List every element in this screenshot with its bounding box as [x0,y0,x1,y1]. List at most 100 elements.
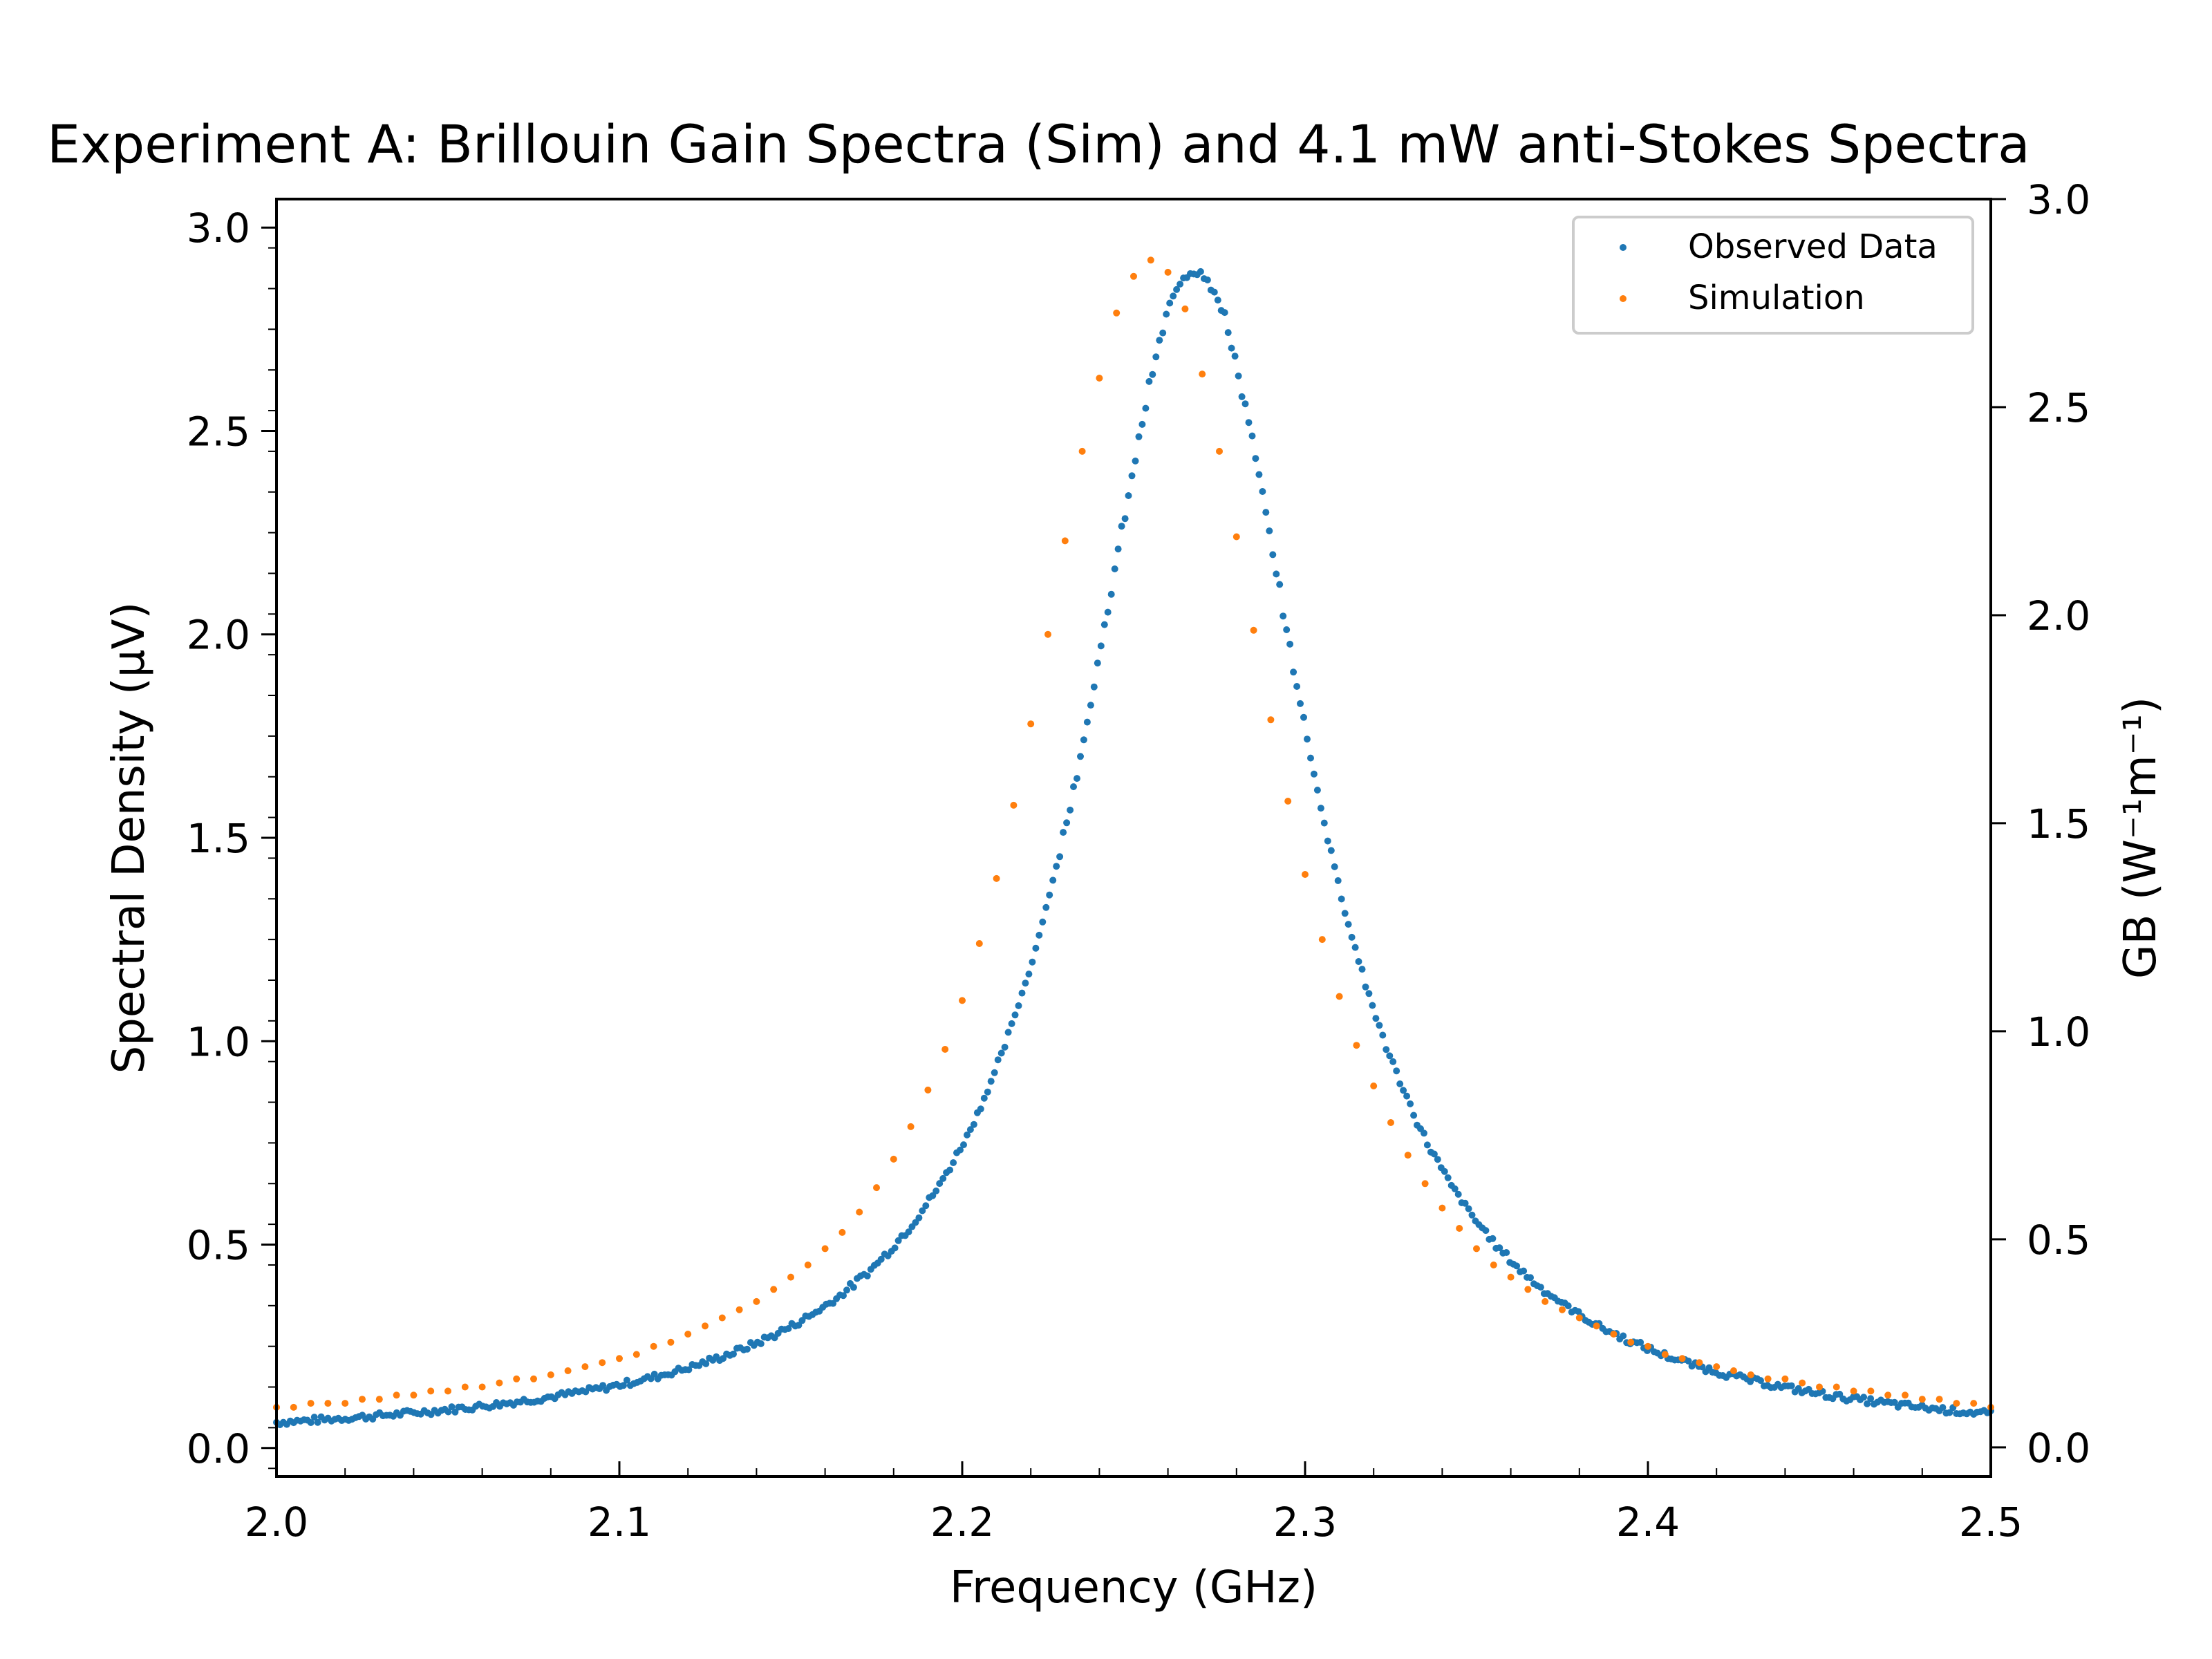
observed-data-point [1317,805,1324,812]
simulation-point [599,1359,606,1367]
simulation-point [1130,272,1137,280]
simulation-point [924,1086,932,1094]
simulation-point [1250,626,1257,634]
observed-data-point [932,1187,940,1194]
observed-data-point [1465,1205,1472,1212]
observed-data-point [757,1340,765,1347]
observed-data-point [1441,1168,1448,1175]
observed-data-point [1080,736,1087,744]
observed-data-point [1341,910,1349,917]
observed-data-point [1564,1302,1572,1310]
observed-data-point [1097,642,1105,650]
observed-data-point [970,1121,977,1128]
observed-data-point [1891,1398,1898,1406]
observed-data-point [1159,329,1167,337]
simulation-point [1318,936,1326,944]
observed-data-point [1163,310,1170,318]
legend-marker-simulation [1620,295,1627,302]
y-tick-label: 2.5 [187,408,250,455]
observed-data-point [877,1255,885,1263]
observed-data-point [1046,891,1053,899]
observed-data-point [1039,918,1047,926]
observed-data-point [1489,1235,1497,1242]
x-tick-label: 2.5 [1959,1499,2023,1546]
simulation-point [1953,1400,1960,1407]
observed-data-point [1121,515,1129,523]
observed-data-point [1221,309,1228,317]
observed-data-point [1074,775,1080,782]
simulation-point [1421,1180,1429,1188]
simulation-point [890,1155,897,1163]
simulation-point [1970,1400,1978,1407]
observed-data-point [1297,700,1304,707]
observed-data-point [444,1408,452,1416]
simulation-point [1918,1396,1926,1403]
y2-axis-label: GB (W⁻¹m⁻¹) [2115,697,2166,979]
simulation-point [941,1046,949,1053]
observed-data-point [977,1105,984,1113]
observed-data-point [1503,1249,1510,1256]
simulation-point [1764,1375,1772,1382]
major-ticks [261,198,2006,1477]
observed-data-point [1637,1338,1644,1346]
simulation-point [1370,1082,1378,1089]
simulation-point [667,1338,675,1346]
simulation-point [1833,1383,1840,1391]
observed-data-point [1620,1332,1627,1340]
observed-data-point [1403,1092,1411,1100]
observed-data-point [994,1056,1002,1064]
observed-data-point [685,1366,693,1374]
observed-data-point [1468,1211,1476,1219]
observed-data-point [1575,1308,1582,1315]
y-axis-label: Spectral Density (μV) [104,602,155,1074]
simulation-point [1507,1273,1515,1281]
observed-data-point [1255,471,1263,478]
simulation-point [1730,1367,1737,1374]
simulation-point [1232,533,1240,541]
observed-data-point [307,1419,315,1426]
observed-data-point [623,1376,630,1384]
observed-data-point [1173,285,1181,293]
observed-data-point [939,1174,947,1182]
observed-data-point [1203,276,1211,283]
simulation-point [1335,993,1343,1000]
observed-data-point [1338,895,1345,903]
simulation-point [1696,1359,1703,1367]
simulation-point [1164,268,1172,276]
simulation-point [1216,447,1223,455]
legend-marker-observed [1620,244,1627,251]
simulation-point [324,1400,332,1407]
simulation-point [581,1363,589,1371]
simulation-point [1181,305,1189,312]
observed-data-point [1259,488,1266,495]
observed-data-point [1313,787,1321,794]
observed-data-point [730,1350,737,1358]
observed-data-point [905,1228,912,1236]
observed-data-point [991,1069,998,1076]
observed-data-point [915,1214,923,1221]
simulation-point [547,1371,554,1378]
observed-data-point [1685,1358,1692,1365]
observed-data-point [850,1284,857,1291]
observed-data-point [1276,581,1284,588]
simulation-point [975,940,983,947]
observed-data-point [1867,1395,1875,1403]
x-axis-label: Frequency (GHz) [950,1562,1318,1613]
observed-data-point [785,1325,792,1332]
observed-data-point [984,1088,991,1096]
observed-data-point [1197,268,1204,275]
legend: Observed Data Simulation [1572,216,1974,335]
observed-data-point [1407,1100,1414,1107]
observed-data-point [957,1146,964,1154]
y2-tick-label: 0.0 [2027,1425,2090,1472]
plot-frame [275,198,1992,1478]
simulation-point [478,1383,486,1391]
observed-data-point [1421,1130,1427,1137]
simulation-point [307,1400,315,1407]
observed-data-point [448,1403,456,1411]
simulation-point [1473,1245,1480,1253]
observed-data-point [1025,971,1033,978]
y2-tick-label: 3.0 [2027,176,2090,223]
observed-data-point [1327,847,1335,854]
y-tick-label: 1.5 [187,815,250,862]
